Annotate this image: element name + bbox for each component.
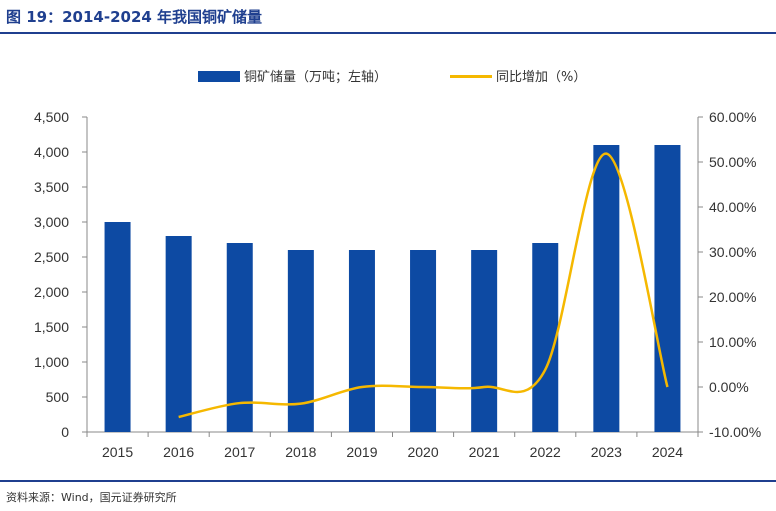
right-axis-tick-label: -10.00%	[709, 424, 761, 440]
legend: 铜矿储量（万吨；左轴） 同比增加（%）	[198, 70, 586, 85]
source-note: 资料来源：Wind，国元证券研究所	[6, 491, 177, 504]
x-axis-tick-label: 2018	[285, 444, 316, 460]
right-axis-tick-label: 40.00%	[709, 199, 756, 215]
bar	[654, 145, 681, 432]
x-axis-tick-label: 2024	[652, 444, 683, 460]
bar	[532, 243, 559, 432]
x-axis-tick-label: 2021	[469, 444, 500, 460]
figure-title: 图 19：2014-2024 年我国铜矿储量	[6, 8, 263, 26]
right-axis-tick-label: 0.00%	[709, 379, 749, 395]
right-axis-tick-label: 50.00%	[709, 154, 756, 170]
bar-series	[104, 145, 681, 432]
right-axis-tick-label: 20.00%	[709, 289, 756, 305]
bar	[348, 250, 375, 432]
right-axis-tick-label: 30.00%	[709, 244, 756, 260]
bar	[593, 145, 620, 432]
left-axis-tick-label: 4,000	[34, 144, 69, 160]
bar	[471, 250, 498, 432]
footer-rule	[0, 480, 776, 482]
x-axis-tick-label: 2022	[530, 444, 561, 460]
bar	[226, 243, 253, 432]
left-axis-tick-label: 0	[61, 424, 69, 440]
left-axis-tick-label: 1,000	[34, 354, 69, 370]
left-axis-tick-label: 2,000	[34, 284, 69, 300]
legend-bar-swatch	[198, 71, 240, 82]
x-axis-tick-label: 2015	[102, 444, 133, 460]
bar	[104, 222, 131, 432]
left-axis-tick-label: 3,000	[34, 214, 69, 230]
left-axis-tick-label: 1,500	[34, 319, 69, 335]
right-axis-tick-label: 10.00%	[709, 334, 756, 350]
x-axis-tick-label: 2016	[163, 444, 194, 460]
legend-line-label: 同比增加（%）	[496, 70, 586, 85]
x-axis-tick-label: 2023	[591, 444, 622, 460]
right-axis-tick-label: 60.00%	[709, 109, 756, 125]
legend-bar-label: 铜矿储量（万吨；左轴）	[244, 70, 387, 85]
line-series	[178, 152, 669, 419]
axes: 0 500 1,000 1,500 2,000 2,500 3,000 3,500 4,000 4…	[34, 109, 761, 460]
bar	[165, 236, 192, 432]
x-axis-tick-label: 2017	[224, 444, 255, 460]
left-axis-tick-label: 4,500	[34, 109, 69, 125]
left-axis-tick-label: 500	[46, 389, 70, 405]
growth-line	[178, 152, 669, 419]
x-axis-tick-label: 2020	[407, 444, 438, 460]
bar	[410, 250, 437, 432]
x-axis-tick-label: 2019	[346, 444, 377, 460]
left-axis-tick-label: 3,500	[34, 179, 69, 195]
left-axis-tick-label: 2,500	[34, 249, 69, 265]
title-rule	[0, 32, 776, 34]
